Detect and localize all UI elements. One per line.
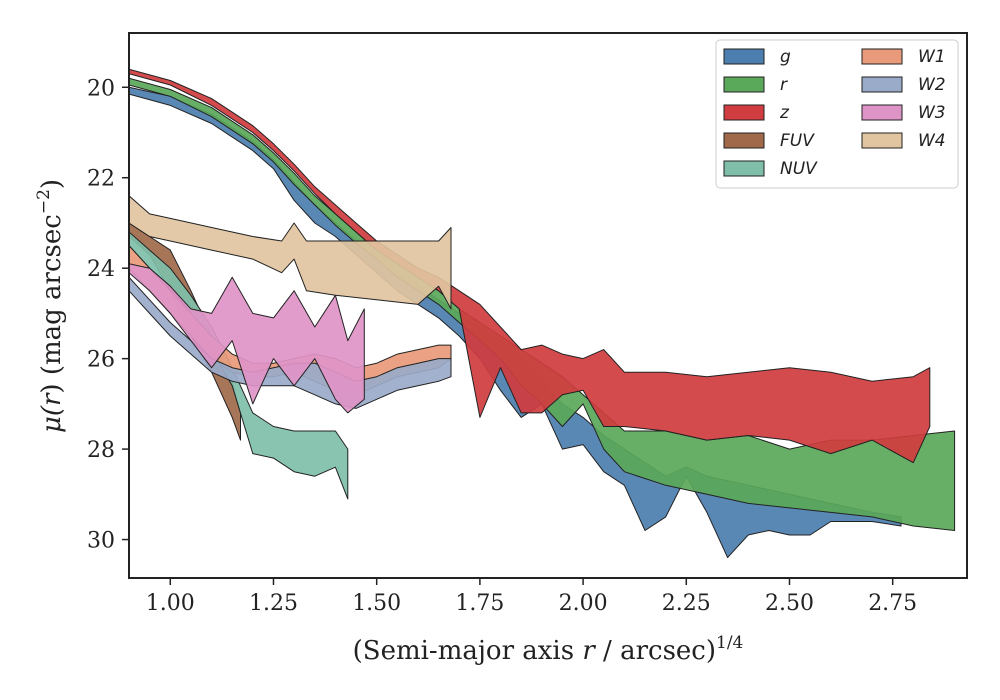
y-axis: 20 22 24 26 28 30 (87, 76, 129, 554)
x-tick-label: 2.00 (559, 591, 608, 616)
x-tick-label: 1.50 (352, 591, 401, 616)
y-axis-label: μ(r) (mag arcsec−2) (34, 179, 67, 433)
legend-label-fuv: FUV (780, 131, 815, 151)
y-tick-label: 24 (87, 257, 115, 282)
legend-swatch-w3 (861, 104, 903, 121)
legend: grz FUV NUV W1 W2 W3 W4 (715, 39, 959, 189)
plot-area (129, 68, 956, 559)
y-tick-label: 20 (87, 76, 115, 101)
x-tick-label: 2.75 (868, 591, 917, 616)
plot-frame (128, 32, 968, 579)
y-tick-label: 26 (87, 348, 115, 373)
legend-swatch-w2 (861, 76, 903, 93)
legend-swatch-z (723, 104, 765, 121)
series-band-w3 (129, 263, 365, 414)
legend-label-w1: W1 (918, 47, 946, 67)
x-tick-label: 2.25 (662, 591, 711, 616)
legend-swatch-r (723, 76, 765, 93)
legend-label-w4: W4 (918, 131, 946, 151)
legend-label-w3: W3 (918, 103, 946, 123)
legend-label-r: r (780, 75, 788, 95)
legend-label-nuv: NUV (780, 159, 818, 179)
x-tick-label: 1.00 (146, 591, 195, 616)
x-axis: 1.00 1.25 1.50 1.75 2.00 2.25 2.50 2.75 (146, 578, 917, 616)
x-tick-label: 2.50 (765, 591, 814, 616)
legend-label-g: g (780, 47, 791, 67)
series-band-w4 (129, 195, 452, 310)
legend-label-z: z (779, 103, 790, 123)
y-tick-label: 28 (87, 438, 115, 463)
legend-label-w2: W2 (918, 75, 946, 95)
x-axis-label: (Semi-major axis r / arcsec)1/4 (353, 633, 744, 666)
x-tick-label: 1.75 (455, 591, 504, 616)
legend-swatch-g (723, 48, 765, 65)
y-tick-label: 30 (87, 529, 115, 554)
x-tick-label: 1.25 (249, 591, 298, 616)
legend-swatch-w1 (861, 48, 903, 65)
legend-swatch-w4 (861, 132, 903, 149)
legend-swatch-fuv (723, 132, 765, 149)
y-tick-label: 22 (87, 167, 115, 192)
legend-swatch-nuv (723, 160, 765, 177)
